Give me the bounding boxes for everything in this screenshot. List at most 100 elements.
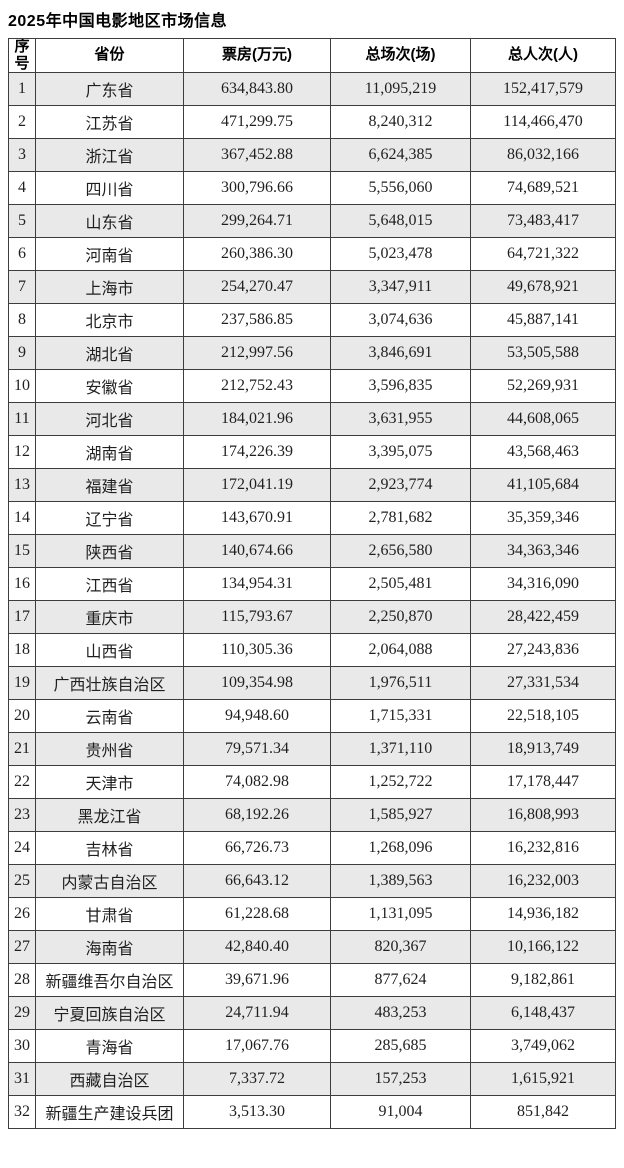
region-market-table: 序号 省份 票房(万元) 总场次(场) 总人次(人) 1 广东省 634,843.8… xyxy=(8,38,616,1129)
province-cell: 江西省 xyxy=(35,567,184,601)
index-cell: 3 xyxy=(8,138,36,172)
sessions-cell: 157,253 xyxy=(330,1062,471,1096)
sessions-cell: 2,064,088 xyxy=(330,633,471,667)
admissions-cell: 41,105,684 xyxy=(470,468,616,502)
province-cell: 西藏自治区 xyxy=(35,1062,184,1096)
index-cell: 10 xyxy=(8,369,36,403)
province-cell: 青海省 xyxy=(35,1029,184,1063)
province-cell: 甘肃省 xyxy=(35,897,184,931)
index-cell: 4 xyxy=(8,171,36,205)
box-office-cell: 68,192.26 xyxy=(183,798,331,832)
table-row: 26 甘肃省 61,228.68 1,131,095 14,936,182 xyxy=(8,897,616,931)
sessions-cell: 1,131,095 xyxy=(330,897,471,931)
sessions-cell: 5,648,015 xyxy=(330,204,471,238)
index-cell: 15 xyxy=(8,534,36,568)
sessions-cell: 1,371,110 xyxy=(330,732,471,766)
admissions-cell: 114,466,470 xyxy=(470,105,616,139)
sessions-cell: 1,389,563 xyxy=(330,864,471,898)
admissions-cell: 86,032,166 xyxy=(470,138,616,172)
sessions-cell: 2,656,580 xyxy=(330,534,471,568)
admissions-cell: 3,749,062 xyxy=(470,1029,616,1063)
index-cell: 16 xyxy=(8,567,36,601)
table-row: 13 福建省 172,041.19 2,923,774 41,105,684 xyxy=(8,468,616,502)
table-row: 3 浙江省 367,452.88 6,624,385 86,032,166 xyxy=(8,138,616,172)
index-cell: 22 xyxy=(8,765,36,799)
province-cell: 江苏省 xyxy=(35,105,184,139)
admissions-cell: 34,363,346 xyxy=(470,534,616,568)
index-cell: 17 xyxy=(8,600,36,634)
index-cell: 14 xyxy=(8,501,36,535)
province-cell: 四川省 xyxy=(35,171,184,205)
box-office-cell: 39,671.96 xyxy=(183,963,331,997)
table-row: 11 河北省 184,021.96 3,631,955 44,608,065 xyxy=(8,402,616,436)
box-office-cell: 109,354.98 xyxy=(183,666,331,700)
admissions-cell: 1,615,921 xyxy=(470,1062,616,1096)
admissions-cell: 53,505,588 xyxy=(470,336,616,370)
sessions-cell: 1,268,096 xyxy=(330,831,471,865)
index-cell: 2 xyxy=(8,105,36,139)
province-cell: 海南省 xyxy=(35,930,184,964)
table-row: 10 安徽省 212,752.43 3,596,835 52,269,931 xyxy=(8,369,616,403)
admissions-cell: 35,359,346 xyxy=(470,501,616,535)
table-row: 20 云南省 94,948.60 1,715,331 22,518,105 xyxy=(8,699,616,733)
index-cell: 31 xyxy=(8,1062,36,1096)
box-office-cell: 212,752.43 xyxy=(183,369,331,403)
table-row: 21 贵州省 79,571.34 1,371,110 18,913,749 xyxy=(8,732,616,766)
table-row: 9 湖北省 212,997.56 3,846,691 53,505,588 xyxy=(8,336,616,370)
box-office-cell: 79,571.34 xyxy=(183,732,331,766)
index-cell: 1 xyxy=(8,72,36,106)
box-office-cell: 24,711.94 xyxy=(183,996,331,1030)
sessions-cell: 11,095,219 xyxy=(330,72,471,106)
table-row: 8 北京市 237,586.85 3,074,636 45,887,141 xyxy=(8,303,616,337)
sessions-cell: 3,846,691 xyxy=(330,336,471,370)
province-cell: 上海市 xyxy=(35,270,184,304)
sessions-cell: 1,252,722 xyxy=(330,765,471,799)
province-cell: 河南省 xyxy=(35,237,184,271)
box-office-cell: 7,337.72 xyxy=(183,1062,331,1096)
province-cell: 云南省 xyxy=(35,699,184,733)
table-row: 31 西藏自治区 7,337.72 157,253 1,615,921 xyxy=(8,1062,616,1096)
index-cell: 27 xyxy=(8,930,36,964)
table-row: 25 内蒙古自治区 66,643.12 1,389,563 16,232,003 xyxy=(8,864,616,898)
table-row: 14 辽宁省 143,670.91 2,781,682 35,359,346 xyxy=(8,501,616,535)
province-cell: 广东省 xyxy=(35,72,184,106)
province-cell: 湖南省 xyxy=(35,435,184,469)
index-cell: 12 xyxy=(8,435,36,469)
admissions-cell: 44,608,065 xyxy=(470,402,616,436)
sessions-cell: 1,715,331 xyxy=(330,699,471,733)
admissions-cell: 52,269,931 xyxy=(470,369,616,403)
sessions-cell: 3,631,955 xyxy=(330,402,471,436)
province-cell: 福建省 xyxy=(35,468,184,502)
table-body: 1 广东省 634,843.80 11,095,219 152,417,579 2 江苏省 4… xyxy=(8,72,616,1129)
table-row: 19 广西壮族自治区 109,354.98 1,976,511 27,331,534 xyxy=(8,666,616,700)
table-row: 1 广东省 634,843.80 11,095,219 152,417,579 xyxy=(8,72,616,106)
admissions-cell: 14,936,182 xyxy=(470,897,616,931)
index-cell: 20 xyxy=(8,699,36,733)
box-office-cell: 17,067.76 xyxy=(183,1029,331,1063)
table-row: 16 江西省 134,954.31 2,505,481 34,316,090 xyxy=(8,567,616,601)
box-office-cell: 110,305.36 xyxy=(183,633,331,667)
column-header-box-office: 票房(万元) xyxy=(183,38,331,73)
table-row: 27 海南省 42,840.40 820,367 10,166,122 xyxy=(8,930,616,964)
box-office-cell: 184,021.96 xyxy=(183,402,331,436)
box-office-cell: 66,726.73 xyxy=(183,831,331,865)
sessions-cell: 91,004 xyxy=(330,1095,471,1129)
sessions-cell: 8,240,312 xyxy=(330,105,471,139)
province-cell: 新疆维吾尔自治区 xyxy=(35,963,184,997)
box-office-cell: 143,670.91 xyxy=(183,501,331,535)
province-cell: 山东省 xyxy=(35,204,184,238)
box-office-cell: 61,228.68 xyxy=(183,897,331,931)
sessions-cell: 2,781,682 xyxy=(330,501,471,535)
box-office-cell: 140,674.66 xyxy=(183,534,331,568)
admissions-cell: 152,417,579 xyxy=(470,72,616,106)
sessions-cell: 3,596,835 xyxy=(330,369,471,403)
table-row: 6 河南省 260,386.30 5,023,478 64,721,322 xyxy=(8,237,616,271)
table-row: 22 天津市 74,082.98 1,252,722 17,178,447 xyxy=(8,765,616,799)
admissions-cell: 851,842 xyxy=(470,1095,616,1129)
index-cell: 23 xyxy=(8,798,36,832)
box-office-cell: 300,796.66 xyxy=(183,171,331,205)
admissions-cell: 45,887,141 xyxy=(470,303,616,337)
sessions-cell: 6,624,385 xyxy=(330,138,471,172)
page-title: 2025年中国电影地区市场信息 xyxy=(8,13,228,30)
box-office-cell: 260,386.30 xyxy=(183,237,331,271)
